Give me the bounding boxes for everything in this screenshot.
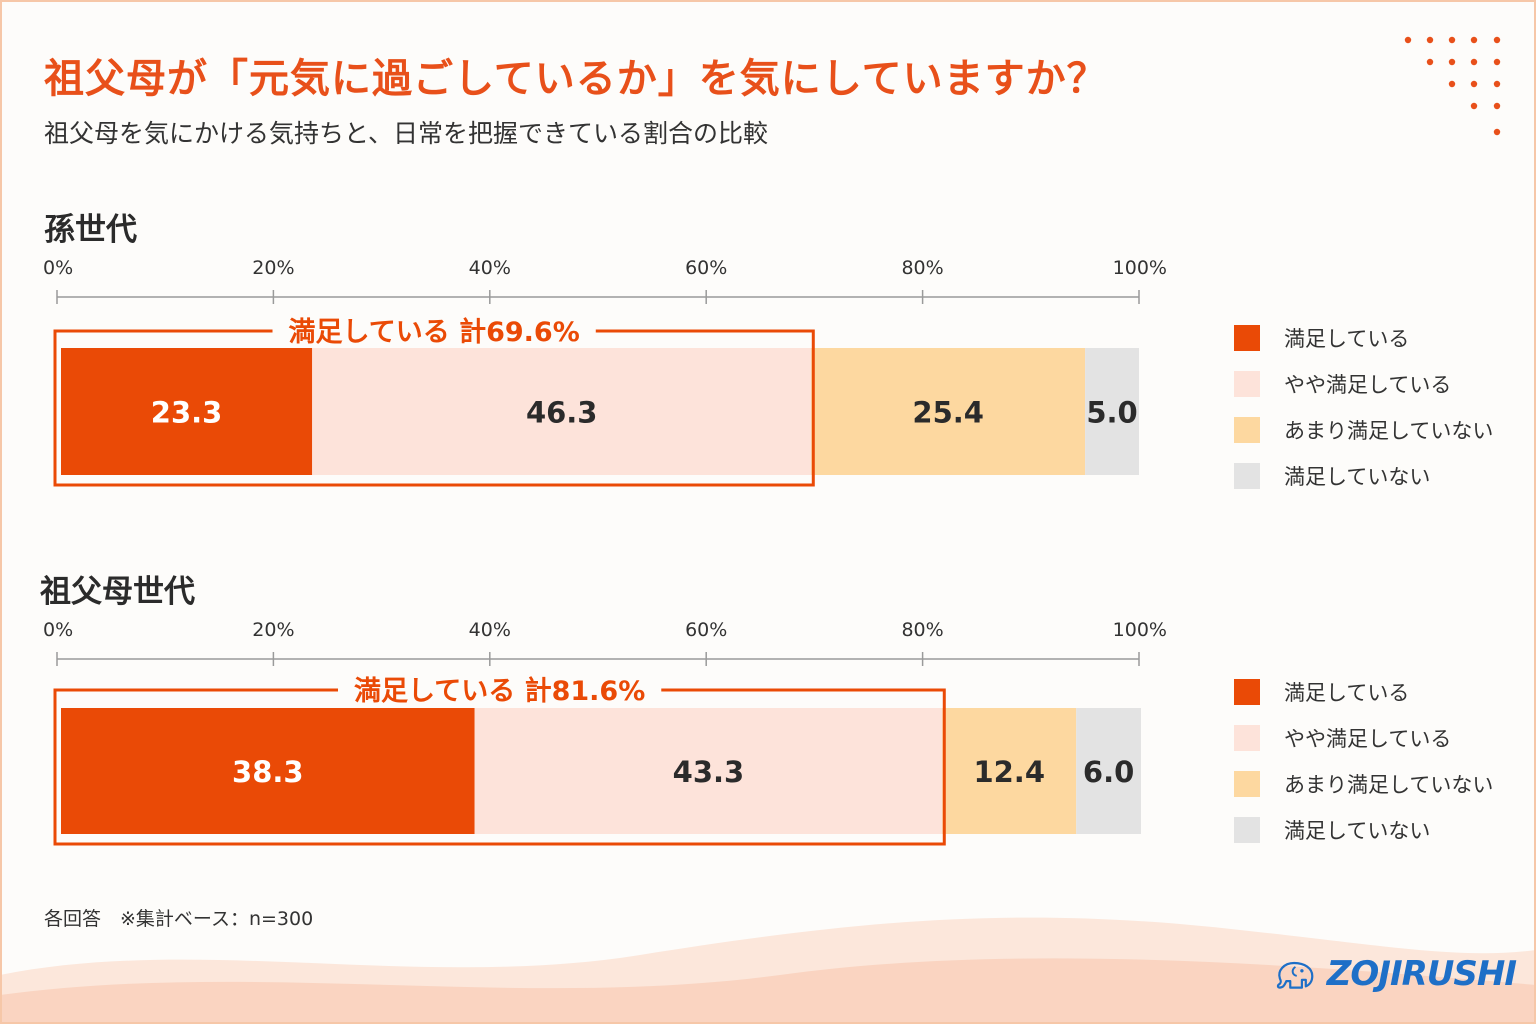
brand-logo-text: ZOJIRUSHI (1326, 954, 1517, 994)
brand-logo: ZOJIRUSHI (1276, 950, 1517, 998)
legend-swatch-not-very-satisfied (1234, 417, 1260, 443)
x-tick-label: 80% (901, 257, 943, 279)
legend-item: あまり満足していない (1234, 407, 1524, 453)
footnote: 各回答 ※集計ベース：n=300 (44, 908, 314, 930)
bar-segment-not-satisfied (1085, 348, 1139, 475)
x-tick-label: 20% (252, 257, 294, 279)
legend-item: あまり満足していない (1234, 761, 1524, 807)
x-tick-label: 0% (43, 619, 73, 641)
decorative-dots-icon (1404, 36, 1501, 136)
legend-label: 満足している (1284, 681, 1410, 705)
annotation-total-label: 満足している 計69.6% (289, 316, 580, 348)
legend-grandparent: 満足している やや満足している あまり満足していない 満足していない (1234, 669, 1524, 853)
legend-swatch-not-very-satisfied (1234, 771, 1260, 797)
x-tick-label: 100% (1113, 257, 1167, 279)
legend-item: やや満足している (1234, 715, 1524, 761)
bar-data-label: 38.3 (232, 755, 304, 789)
legend-item: 満足していない (1234, 453, 1524, 499)
x-tick-label: 60% (685, 619, 727, 641)
legend-label: あまり満足していない (1284, 773, 1494, 797)
x-tick-label: 80% (901, 619, 943, 641)
x-tick-label: 60% (685, 257, 727, 279)
bar-segment-somewhat-satisfied (474, 708, 943, 834)
bar-segment-satisfied (61, 348, 313, 475)
bar-data-label: 43.3 (673, 755, 745, 789)
x-tick-label: 0% (43, 257, 73, 279)
elephant-icon (1276, 961, 1314, 989)
bar-segment-somewhat-satisfied (312, 348, 812, 475)
bar-segment-not-satisfied (1076, 708, 1141, 834)
legend-swatch-not-satisfied (1234, 463, 1260, 489)
legend-item: 満足している (1234, 669, 1524, 715)
legend-item: 満足している (1234, 315, 1524, 361)
legend-item: 満足していない (1234, 807, 1524, 853)
chart-title-grandchild: 孫世代 (44, 212, 137, 248)
legend-label: 満足していない (1284, 819, 1431, 843)
page-title: 祖父母が「元気に過ごしているか」を気にしていますか？ (44, 56, 1108, 102)
legend-label: 満足していない (1284, 465, 1431, 489)
legend-swatch-satisfied (1234, 679, 1260, 705)
bar-segment-not-very-satisfied (942, 708, 1077, 834)
bar-data-label: 25.4 (912, 396, 984, 430)
x-tick-label: 40% (469, 257, 511, 279)
bar-data-label: 23.3 (151, 396, 223, 430)
bar-data-label: 6.0 (1083, 755, 1134, 789)
annotation-box (53, 688, 946, 846)
legend-swatch-satisfied (1234, 325, 1260, 351)
legend-label: あまり満足していない (1284, 419, 1494, 443)
legend-label: 満足している (1284, 327, 1410, 351)
legend-swatch-not-satisfied (1234, 817, 1260, 843)
bar-data-label: 46.3 (526, 396, 598, 430)
x-tick-label: 100% (1113, 619, 1167, 641)
legend-grandchild: 満足している やや満足している あまり満足していない 満足していない (1234, 315, 1524, 499)
legend-swatch-somewhat-satisfied (1234, 725, 1260, 751)
page-subtitle: 祖父母を気にかける気持ちと、日常を把握できている割合の比較 (44, 119, 769, 148)
x-tick-label: 20% (252, 619, 294, 641)
x-tick-label: 40% (469, 619, 511, 641)
annotation-box (53, 329, 815, 487)
legend-label: やや満足している (1284, 373, 1452, 397)
legend-swatch-somewhat-satisfied (1234, 371, 1260, 397)
legend-label: やや満足している (1284, 727, 1452, 751)
bar-data-label: 12.4 (973, 755, 1045, 789)
legend-item: やや満足している (1234, 361, 1524, 407)
annotation-total-label: 満足している 計81.6% (354, 675, 645, 707)
bar-segment-not-very-satisfied (811, 348, 1086, 475)
chart-title-grandparent: 祖父母世代 (40, 574, 195, 610)
bar-data-label: 5.0 (1086, 396, 1137, 430)
bar-segment-satisfied (61, 708, 475, 834)
